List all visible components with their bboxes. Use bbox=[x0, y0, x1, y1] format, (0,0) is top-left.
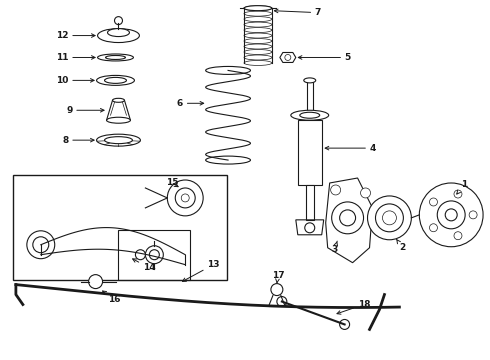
Text: 6: 6 bbox=[177, 99, 204, 108]
Ellipse shape bbox=[244, 11, 272, 16]
Ellipse shape bbox=[244, 22, 272, 27]
Ellipse shape bbox=[244, 28, 272, 32]
Text: 13: 13 bbox=[182, 260, 220, 282]
Ellipse shape bbox=[244, 50, 272, 54]
Circle shape bbox=[305, 223, 315, 233]
Circle shape bbox=[115, 17, 122, 24]
Ellipse shape bbox=[244, 6, 272, 11]
Bar bbox=[306, 185, 314, 220]
Circle shape bbox=[331, 185, 341, 195]
Circle shape bbox=[437, 201, 465, 229]
Text: 3: 3 bbox=[331, 241, 338, 254]
Ellipse shape bbox=[244, 33, 272, 38]
Text: 15: 15 bbox=[166, 179, 178, 188]
Circle shape bbox=[419, 183, 483, 247]
Ellipse shape bbox=[244, 44, 272, 49]
Ellipse shape bbox=[104, 77, 126, 84]
Circle shape bbox=[340, 319, 349, 329]
Circle shape bbox=[89, 275, 102, 289]
Circle shape bbox=[175, 188, 195, 208]
Bar bbox=[298, 120, 322, 185]
Text: 17: 17 bbox=[271, 271, 284, 283]
Ellipse shape bbox=[304, 78, 316, 83]
Ellipse shape bbox=[104, 137, 132, 144]
Circle shape bbox=[430, 198, 438, 206]
Circle shape bbox=[181, 194, 189, 202]
Ellipse shape bbox=[106, 117, 130, 123]
Text: 1: 1 bbox=[457, 180, 467, 194]
Ellipse shape bbox=[291, 110, 329, 120]
Text: 11: 11 bbox=[56, 53, 95, 62]
Circle shape bbox=[149, 250, 159, 260]
Ellipse shape bbox=[244, 6, 272, 11]
Ellipse shape bbox=[107, 28, 129, 37]
Circle shape bbox=[430, 224, 438, 232]
Circle shape bbox=[167, 180, 203, 216]
Ellipse shape bbox=[98, 54, 133, 61]
Circle shape bbox=[332, 202, 364, 234]
Text: 12: 12 bbox=[56, 31, 95, 40]
Circle shape bbox=[135, 250, 146, 260]
Text: 14: 14 bbox=[133, 259, 155, 272]
Text: 4: 4 bbox=[325, 144, 376, 153]
Ellipse shape bbox=[244, 39, 272, 44]
Text: 18: 18 bbox=[337, 300, 370, 314]
Circle shape bbox=[277, 297, 287, 306]
Ellipse shape bbox=[206, 67, 250, 75]
Ellipse shape bbox=[206, 156, 250, 164]
Circle shape bbox=[375, 204, 403, 232]
Ellipse shape bbox=[300, 112, 319, 118]
Text: 2: 2 bbox=[396, 239, 406, 252]
Text: 7: 7 bbox=[274, 8, 321, 17]
Text: 16: 16 bbox=[102, 291, 121, 304]
Circle shape bbox=[361, 188, 370, 198]
Ellipse shape bbox=[98, 28, 140, 42]
Bar bbox=[307, 80, 313, 115]
Ellipse shape bbox=[97, 134, 141, 146]
Text: 10: 10 bbox=[56, 76, 94, 85]
Ellipse shape bbox=[244, 17, 272, 22]
Circle shape bbox=[285, 54, 291, 60]
Circle shape bbox=[454, 190, 462, 198]
Circle shape bbox=[33, 237, 49, 253]
Circle shape bbox=[368, 196, 412, 240]
Text: 5: 5 bbox=[298, 53, 351, 62]
Circle shape bbox=[27, 231, 55, 259]
Bar bbox=[13, 175, 227, 280]
Circle shape bbox=[383, 211, 396, 225]
Circle shape bbox=[469, 211, 477, 219]
Ellipse shape bbox=[105, 55, 125, 59]
Circle shape bbox=[340, 210, 356, 226]
Text: 8: 8 bbox=[62, 136, 94, 145]
Circle shape bbox=[146, 246, 163, 264]
Bar bbox=[119, 230, 190, 280]
Ellipse shape bbox=[113, 98, 124, 102]
Circle shape bbox=[454, 232, 462, 240]
Circle shape bbox=[445, 209, 457, 221]
Ellipse shape bbox=[244, 60, 272, 66]
Circle shape bbox=[271, 284, 283, 296]
Ellipse shape bbox=[244, 55, 272, 60]
Ellipse shape bbox=[97, 75, 134, 85]
Text: 9: 9 bbox=[66, 106, 104, 115]
